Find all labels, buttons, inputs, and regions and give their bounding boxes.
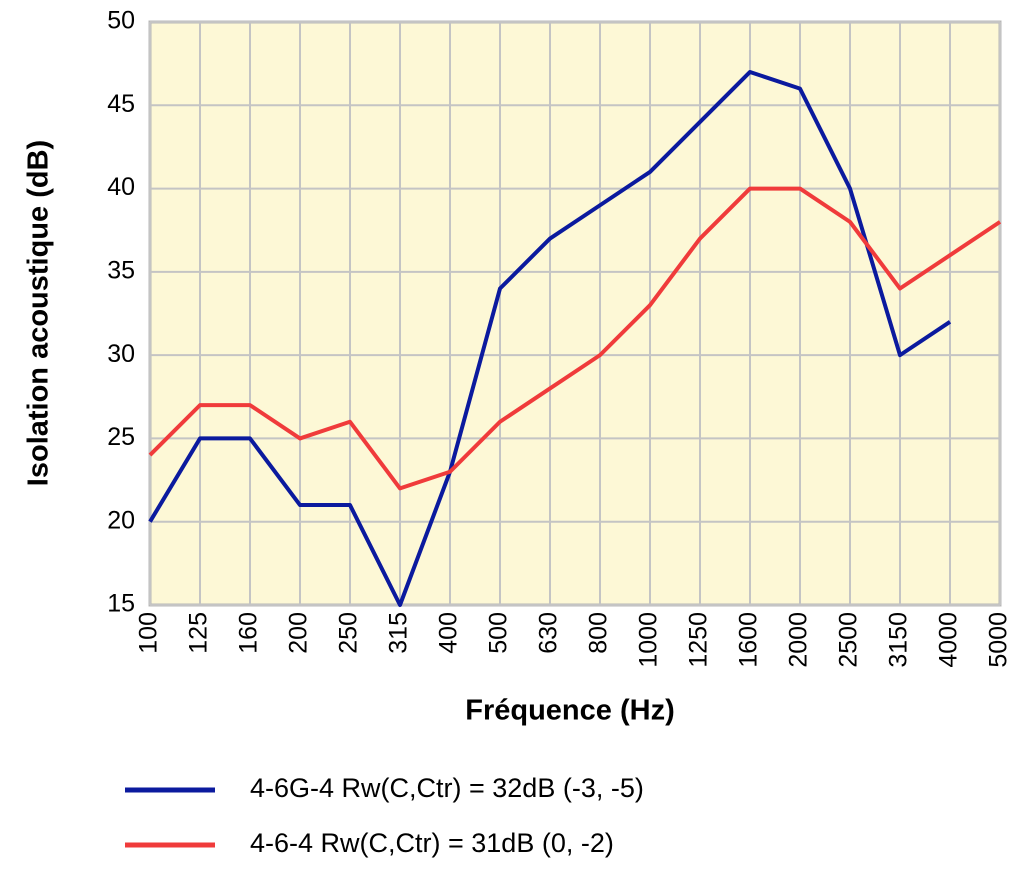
- x-tick-label: 200: [285, 612, 313, 654]
- y-axis-title: Isolation acoustique (dB): [23, 140, 55, 486]
- x-tick-label: 400: [435, 612, 463, 654]
- x-tick-label: 4000: [935, 612, 963, 668]
- y-tick-label: 45: [107, 90, 135, 118]
- x-tick-label: 5000: [985, 612, 1013, 668]
- x-axis-title: Fréquence (Hz): [465, 695, 674, 727]
- x-tick-label: 2000: [785, 612, 813, 668]
- x-tick-label: 125: [185, 612, 213, 654]
- y-tick-label: 35: [107, 256, 135, 284]
- x-tick-label: 315: [385, 612, 413, 654]
- x-tick-label: 3150: [885, 612, 913, 668]
- x-tick-label: 1250: [685, 612, 713, 668]
- y-tick-label: 40: [107, 173, 135, 201]
- x-tick-label: 160: [235, 612, 263, 654]
- series-line: [148, 186, 1002, 491]
- y-tick-label: 25: [107, 423, 135, 451]
- y-tick-label: 30: [107, 340, 135, 368]
- x-tick-label: 1600: [735, 612, 763, 668]
- x-tick-label: 100: [135, 612, 163, 654]
- x-tick-label: 250: [335, 612, 363, 654]
- plot-area: [148, 20, 1002, 607]
- legend-label: 4-6G-4 Rw(C,Ctr) = 32dB (-3, -5): [250, 773, 644, 803]
- legend-label: 4-6-4 Rw(C,Ctr) = 31dB (0, -2): [250, 828, 614, 858]
- y-tick-label: 50: [107, 7, 135, 35]
- x-tick-label: 1000: [635, 612, 663, 668]
- x-tick-label: 500: [485, 612, 513, 654]
- x-tick-label: 2500: [835, 612, 863, 668]
- y-tick-label: 20: [107, 506, 135, 534]
- y-tick-label: 15: [107, 590, 135, 618]
- x-tick-label: 800: [585, 612, 613, 654]
- series-line: [148, 69, 952, 607]
- x-tick-label: 630: [535, 612, 563, 654]
